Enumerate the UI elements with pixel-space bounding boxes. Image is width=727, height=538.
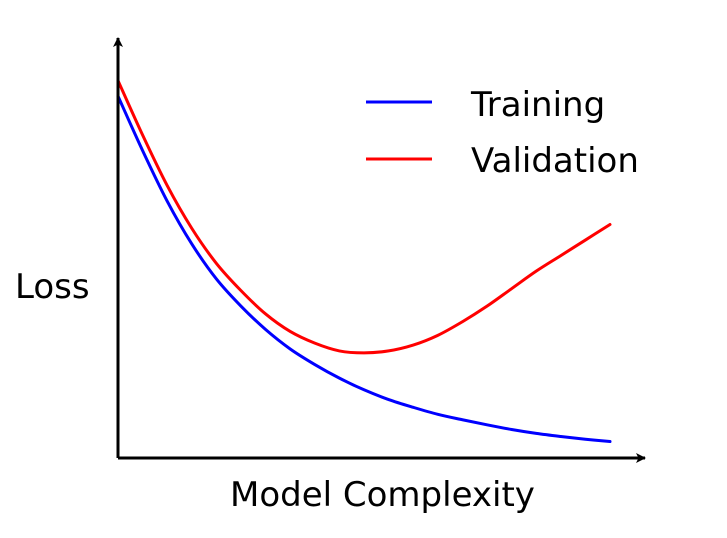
legend-item-training: Training [366,85,605,125]
series-line-training [116,94,612,444]
legend: Training Validation [366,85,639,181]
x-axis-label: Model Complexity [230,475,535,515]
legend-label-training: Training [470,85,605,125]
series-line-validation [116,79,612,355]
y-axis-label: Loss [15,267,90,307]
legend-label-validation: Validation [471,141,639,181]
legend-item-validation: Validation [366,141,639,181]
plot-area [116,79,612,444]
